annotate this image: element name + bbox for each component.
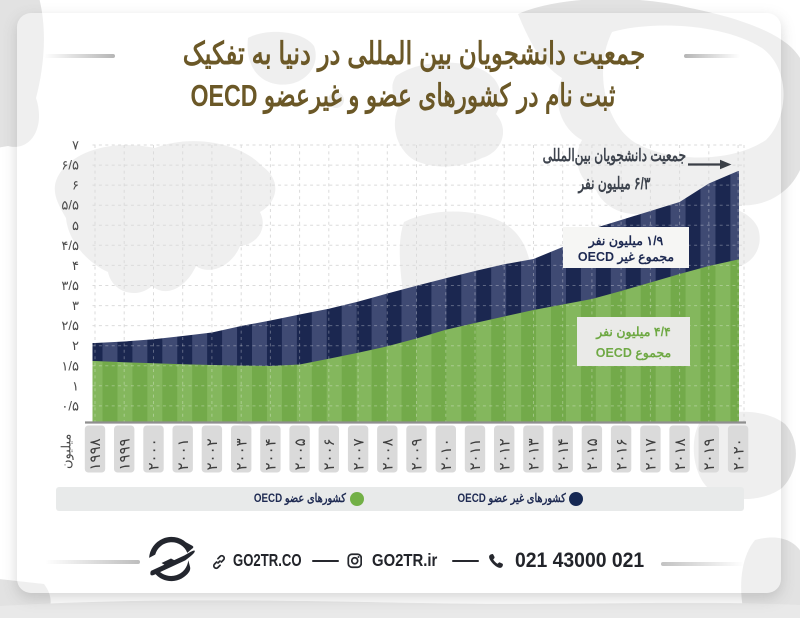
svg-text:۶/۵: ۶/۵	[61, 158, 79, 173]
svg-text:۲۰۱۳: ۲۰۱۳	[526, 438, 543, 470]
svg-text:۱۹۹۸: ۱۹۹۸	[87, 438, 104, 470]
svg-text:میلیون: میلیون	[59, 434, 75, 469]
svg-text:۲: ۲	[72, 338, 79, 353]
svg-text:۱۹۹۹: ۱۹۹۹	[116, 438, 133, 470]
svg-text:۲۰۱۶: ۲۰۱۶	[613, 438, 630, 470]
svg-text:۲۰۱۷: ۲۰۱۷	[643, 438, 660, 470]
svg-text:۲۰۰۰: ۲۰۰۰	[146, 438, 163, 470]
svg-text:۲۰۱۰: ۲۰۱۰	[438, 438, 455, 470]
svg-text:۲۰۰۱: ۲۰۰۱	[175, 438, 192, 470]
svg-text:۲۰۱۸: ۲۰۱۸	[672, 438, 689, 470]
svg-text:۲۰۱۴: ۲۰۱۴	[555, 438, 572, 470]
svg-text:۲۰۰۹: ۲۰۰۹	[409, 438, 426, 470]
svg-text:۲/۵: ۲/۵	[61, 318, 79, 333]
svg-text:۲۰۱۹: ۲۰۱۹	[701, 438, 718, 470]
svg-text:۴: ۴	[72, 258, 79, 273]
svg-text:۲۰۰۵: ۲۰۰۵	[292, 438, 309, 470]
svg-text:۲۰۱۵: ۲۰۱۵	[584, 438, 601, 470]
svg-text:۵/۵: ۵/۵	[61, 198, 79, 213]
svg-text:۷: ۷	[72, 138, 79, 153]
svg-text:۲۰۰۳: ۲۰۰۳	[233, 438, 250, 470]
svg-text:۲۰۰۶: ۲۰۰۶	[321, 438, 338, 470]
svg-text:۶: ۶	[72, 178, 79, 193]
svg-text:۲۰۰۲: ۲۰۰۲	[204, 438, 221, 470]
svg-text:۲۰۰۸: ۲۰۰۸	[380, 438, 397, 470]
svg-text:۳/۵: ۳/۵	[61, 278, 79, 293]
svg-text:۱: ۱	[72, 378, 79, 393]
svg-text:۵: ۵	[72, 218, 79, 233]
svg-text:۲۰۱۲: ۲۰۱۲	[496, 438, 513, 470]
svg-text:۲۰۲۰: ۲۰۲۰	[730, 438, 747, 470]
svg-text:۳: ۳	[72, 298, 79, 313]
svg-text:۴/۵: ۴/۵	[61, 238, 79, 253]
svg-text:۲۰۰۷: ۲۰۰۷	[350, 438, 367, 470]
svg-text:۰/۵: ۰/۵	[61, 398, 79, 413]
svg-text:۲۰۱۱: ۲۰۱۱	[467, 438, 484, 470]
svg-text:۲۰۰۴: ۲۰۰۴	[263, 438, 280, 470]
svg-text:۱/۵: ۱/۵	[61, 358, 79, 373]
